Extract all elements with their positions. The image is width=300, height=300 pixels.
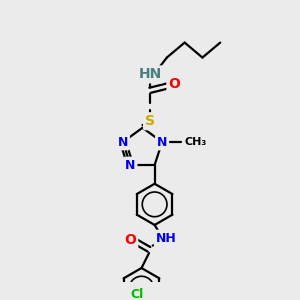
Text: O: O <box>124 233 136 247</box>
Text: S: S <box>145 114 155 128</box>
Text: NH: NH <box>155 232 176 244</box>
Text: N: N <box>157 136 167 148</box>
Text: N: N <box>125 158 136 172</box>
Text: Cl: Cl <box>130 288 143 300</box>
Text: O: O <box>168 77 180 91</box>
Text: CH₃: CH₃ <box>184 137 207 147</box>
Text: HN: HN <box>138 68 162 81</box>
Text: N: N <box>118 136 128 148</box>
